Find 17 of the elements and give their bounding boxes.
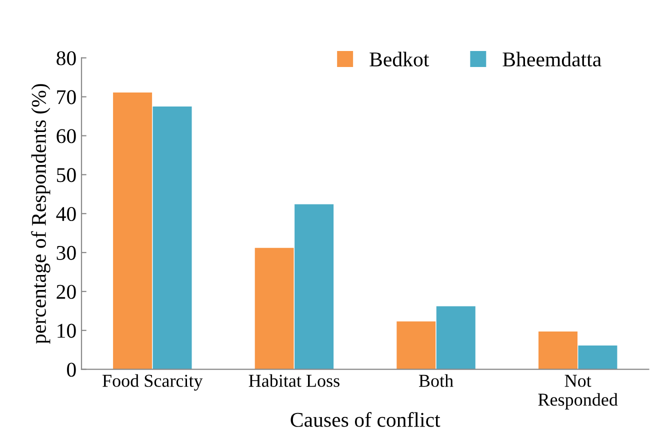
- legend-label: Bheemdatta: [502, 52, 602, 66]
- y-tick-label: 10: [58, 324, 76, 338]
- y-tick-label: 20: [56, 284, 76, 299]
- y-tick-label: 0: [67, 362, 76, 377]
- y-tick-label: 80: [56, 51, 76, 66]
- y-tick-label: 50: [57, 168, 76, 182]
- y-tick-label: 70: [57, 90, 76, 104]
- y-tick-label: 30: [56, 246, 76, 260]
- y-tick-label: 40: [56, 206, 76, 222]
- x-tick-label: Not Responded: [538, 374, 618, 410]
- x-tick-label: Habitat Loss: [248, 374, 340, 387]
- x-tick-label: Food Scarcity: [102, 374, 203, 391]
- x-axis-title: Causes of conflict: [290, 412, 440, 427]
- x-tick-label: Both: [418, 374, 454, 387]
- legend-label: Bedkot: [370, 52, 430, 66]
- y-tick-label: 60: [56, 129, 76, 144]
- y-axis-title: percentage of Respondents (%): [31, 84, 50, 344]
